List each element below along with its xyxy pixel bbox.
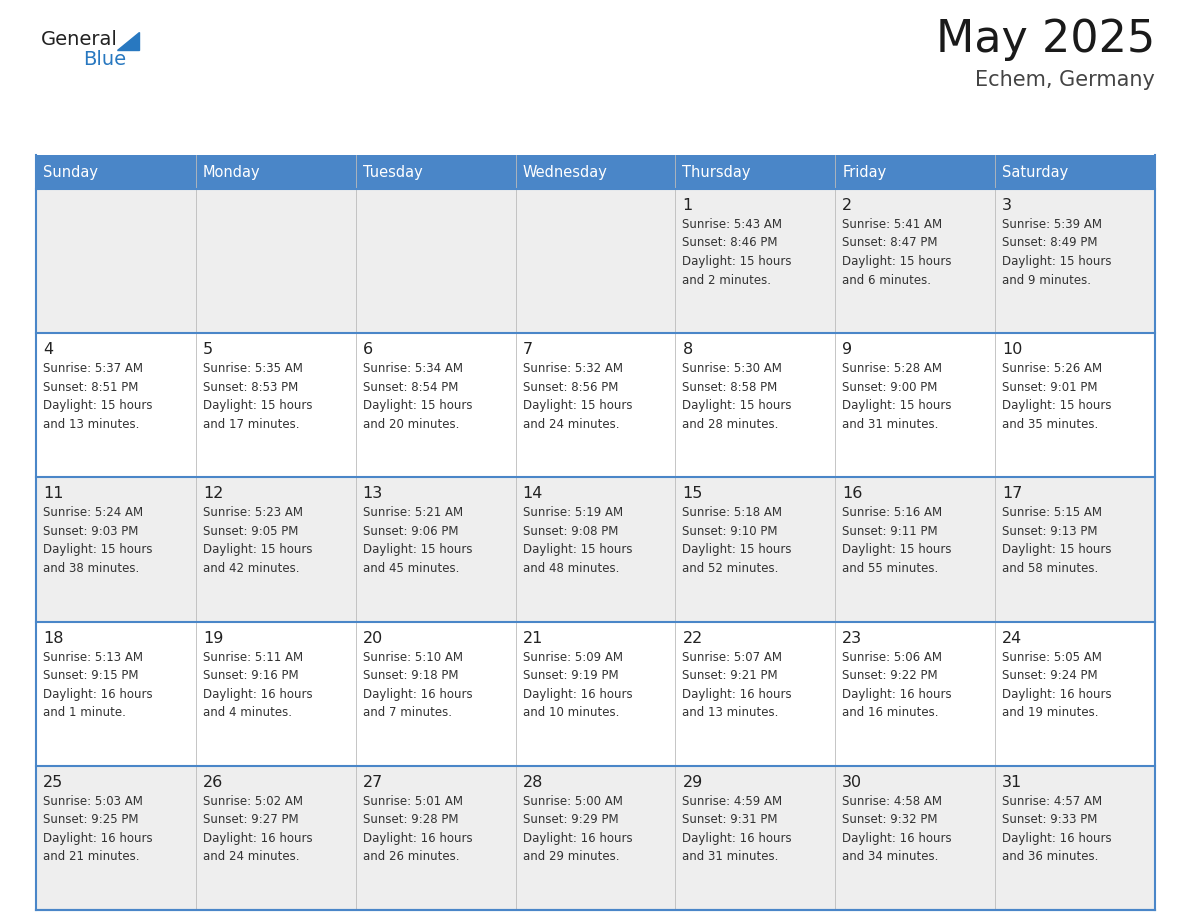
- Text: 7: 7: [523, 342, 532, 357]
- Bar: [36, 766, 1155, 910]
- Text: 31: 31: [1003, 775, 1023, 789]
- Text: Sunrise: 5:26 AM
Sunset: 9:01 PM
Daylight: 15 hours
and 35 minutes.: Sunrise: 5:26 AM Sunset: 9:01 PM Dayligh…: [1003, 363, 1112, 431]
- Text: 18: 18: [43, 631, 63, 645]
- Bar: [36, 477, 1155, 621]
- Text: Sunrise: 5:11 AM
Sunset: 9:16 PM
Daylight: 16 hours
and 4 minutes.: Sunrise: 5:11 AM Sunset: 9:16 PM Dayligh…: [203, 651, 312, 719]
- Text: 6: 6: [362, 342, 373, 357]
- Text: 9: 9: [842, 342, 853, 357]
- Text: Sunrise: 5:37 AM
Sunset: 8:51 PM
Daylight: 15 hours
and 13 minutes.: Sunrise: 5:37 AM Sunset: 8:51 PM Dayligh…: [43, 363, 152, 431]
- Text: 8: 8: [682, 342, 693, 357]
- Text: 13: 13: [362, 487, 383, 501]
- Text: 15: 15: [682, 487, 703, 501]
- Text: 2: 2: [842, 198, 853, 213]
- Text: 5: 5: [203, 342, 213, 357]
- Text: Sunrise: 4:58 AM
Sunset: 9:32 PM
Daylight: 16 hours
and 34 minutes.: Sunrise: 4:58 AM Sunset: 9:32 PM Dayligh…: [842, 795, 952, 863]
- Text: 23: 23: [842, 631, 862, 645]
- Text: 24: 24: [1003, 631, 1023, 645]
- Text: 11: 11: [43, 487, 63, 501]
- Text: 28: 28: [523, 775, 543, 789]
- Text: Sunrise: 5:13 AM
Sunset: 9:15 PM
Daylight: 16 hours
and 1 minute.: Sunrise: 5:13 AM Sunset: 9:15 PM Dayligh…: [43, 651, 152, 719]
- Text: Sunrise: 5:09 AM
Sunset: 9:19 PM
Daylight: 16 hours
and 10 minutes.: Sunrise: 5:09 AM Sunset: 9:19 PM Dayligh…: [523, 651, 632, 719]
- Text: Sunrise: 5:28 AM
Sunset: 9:00 PM
Daylight: 15 hours
and 31 minutes.: Sunrise: 5:28 AM Sunset: 9:00 PM Dayligh…: [842, 363, 952, 431]
- Text: Sunrise: 5:34 AM
Sunset: 8:54 PM
Daylight: 15 hours
and 20 minutes.: Sunrise: 5:34 AM Sunset: 8:54 PM Dayligh…: [362, 363, 472, 431]
- Text: Sunrise: 5:10 AM
Sunset: 9:18 PM
Daylight: 16 hours
and 7 minutes.: Sunrise: 5:10 AM Sunset: 9:18 PM Dayligh…: [362, 651, 473, 719]
- Text: May 2025: May 2025: [936, 18, 1155, 61]
- Text: Sunrise: 5:41 AM
Sunset: 8:47 PM
Daylight: 15 hours
and 6 minutes.: Sunrise: 5:41 AM Sunset: 8:47 PM Dayligh…: [842, 218, 952, 286]
- Text: Sunrise: 5:03 AM
Sunset: 9:25 PM
Daylight: 16 hours
and 21 minutes.: Sunrise: 5:03 AM Sunset: 9:25 PM Dayligh…: [43, 795, 152, 863]
- Text: Sunrise: 5:19 AM
Sunset: 9:08 PM
Daylight: 15 hours
and 48 minutes.: Sunrise: 5:19 AM Sunset: 9:08 PM Dayligh…: [523, 507, 632, 575]
- Text: Tuesday: Tuesday: [362, 164, 423, 180]
- Text: Sunrise: 5:43 AM
Sunset: 8:46 PM
Daylight: 15 hours
and 2 minutes.: Sunrise: 5:43 AM Sunset: 8:46 PM Dayligh…: [682, 218, 792, 286]
- Text: Saturday: Saturday: [1003, 164, 1068, 180]
- Text: 12: 12: [203, 487, 223, 501]
- Text: Thursday: Thursday: [682, 164, 751, 180]
- Text: 10: 10: [1003, 342, 1023, 357]
- Bar: [36, 333, 1155, 477]
- Text: 21: 21: [523, 631, 543, 645]
- Text: 26: 26: [203, 775, 223, 789]
- Text: Monday: Monday: [203, 164, 260, 180]
- Text: Friday: Friday: [842, 164, 886, 180]
- Text: Sunrise: 5:39 AM
Sunset: 8:49 PM
Daylight: 15 hours
and 9 minutes.: Sunrise: 5:39 AM Sunset: 8:49 PM Dayligh…: [1003, 218, 1112, 286]
- Text: 1: 1: [682, 198, 693, 213]
- Text: Sunrise: 5:24 AM
Sunset: 9:03 PM
Daylight: 15 hours
and 38 minutes.: Sunrise: 5:24 AM Sunset: 9:03 PM Dayligh…: [43, 507, 152, 575]
- Text: Sunrise: 5:15 AM
Sunset: 9:13 PM
Daylight: 15 hours
and 58 minutes.: Sunrise: 5:15 AM Sunset: 9:13 PM Dayligh…: [1003, 507, 1112, 575]
- Text: Wednesday: Wednesday: [523, 164, 607, 180]
- Bar: [36, 621, 1155, 766]
- Text: Sunrise: 5:32 AM
Sunset: 8:56 PM
Daylight: 15 hours
and 24 minutes.: Sunrise: 5:32 AM Sunset: 8:56 PM Dayligh…: [523, 363, 632, 431]
- Text: Sunrise: 5:35 AM
Sunset: 8:53 PM
Daylight: 15 hours
and 17 minutes.: Sunrise: 5:35 AM Sunset: 8:53 PM Dayligh…: [203, 363, 312, 431]
- Text: Sunrise: 5:06 AM
Sunset: 9:22 PM
Daylight: 16 hours
and 16 minutes.: Sunrise: 5:06 AM Sunset: 9:22 PM Dayligh…: [842, 651, 952, 719]
- Text: Sunrise: 5:30 AM
Sunset: 8:58 PM
Daylight: 15 hours
and 28 minutes.: Sunrise: 5:30 AM Sunset: 8:58 PM Dayligh…: [682, 363, 792, 431]
- Bar: [36, 189, 1155, 333]
- Text: 29: 29: [682, 775, 702, 789]
- Text: Sunrise: 5:05 AM
Sunset: 9:24 PM
Daylight: 16 hours
and 19 minutes.: Sunrise: 5:05 AM Sunset: 9:24 PM Dayligh…: [1003, 651, 1112, 719]
- Text: 4: 4: [43, 342, 53, 357]
- Text: 16: 16: [842, 487, 862, 501]
- Text: Sunrise: 4:57 AM
Sunset: 9:33 PM
Daylight: 16 hours
and 36 minutes.: Sunrise: 4:57 AM Sunset: 9:33 PM Dayligh…: [1003, 795, 1112, 863]
- Text: Sunday: Sunday: [43, 164, 97, 180]
- Text: 3: 3: [1003, 198, 1012, 213]
- Text: 27: 27: [362, 775, 383, 789]
- Text: Sunrise: 5:16 AM
Sunset: 9:11 PM
Daylight: 15 hours
and 55 minutes.: Sunrise: 5:16 AM Sunset: 9:11 PM Dayligh…: [842, 507, 952, 575]
- Text: Sunrise: 5:01 AM
Sunset: 9:28 PM
Daylight: 16 hours
and 26 minutes.: Sunrise: 5:01 AM Sunset: 9:28 PM Dayligh…: [362, 795, 473, 863]
- Text: Sunrise: 4:59 AM
Sunset: 9:31 PM
Daylight: 16 hours
and 31 minutes.: Sunrise: 4:59 AM Sunset: 9:31 PM Dayligh…: [682, 795, 792, 863]
- Text: Sunrise: 5:02 AM
Sunset: 9:27 PM
Daylight: 16 hours
and 24 minutes.: Sunrise: 5:02 AM Sunset: 9:27 PM Dayligh…: [203, 795, 312, 863]
- Bar: [36, 155, 1155, 189]
- Text: 14: 14: [523, 487, 543, 501]
- Text: 25: 25: [43, 775, 63, 789]
- Polygon shape: [116, 32, 139, 50]
- Text: Sunrise: 5:18 AM
Sunset: 9:10 PM
Daylight: 15 hours
and 52 minutes.: Sunrise: 5:18 AM Sunset: 9:10 PM Dayligh…: [682, 507, 792, 575]
- Text: Blue: Blue: [83, 50, 126, 69]
- Text: 22: 22: [682, 631, 702, 645]
- Text: Sunrise: 5:07 AM
Sunset: 9:21 PM
Daylight: 16 hours
and 13 minutes.: Sunrise: 5:07 AM Sunset: 9:21 PM Dayligh…: [682, 651, 792, 719]
- Text: 20: 20: [362, 631, 383, 645]
- Text: Echem, Germany: Echem, Germany: [975, 70, 1155, 90]
- Text: 30: 30: [842, 775, 862, 789]
- Text: Sunrise: 5:23 AM
Sunset: 9:05 PM
Daylight: 15 hours
and 42 minutes.: Sunrise: 5:23 AM Sunset: 9:05 PM Dayligh…: [203, 507, 312, 575]
- Text: 19: 19: [203, 631, 223, 645]
- Text: 17: 17: [1003, 487, 1023, 501]
- Text: Sunrise: 5:00 AM
Sunset: 9:29 PM
Daylight: 16 hours
and 29 minutes.: Sunrise: 5:00 AM Sunset: 9:29 PM Dayligh…: [523, 795, 632, 863]
- Text: Sunrise: 5:21 AM
Sunset: 9:06 PM
Daylight: 15 hours
and 45 minutes.: Sunrise: 5:21 AM Sunset: 9:06 PM Dayligh…: [362, 507, 472, 575]
- Text: General: General: [42, 30, 118, 49]
